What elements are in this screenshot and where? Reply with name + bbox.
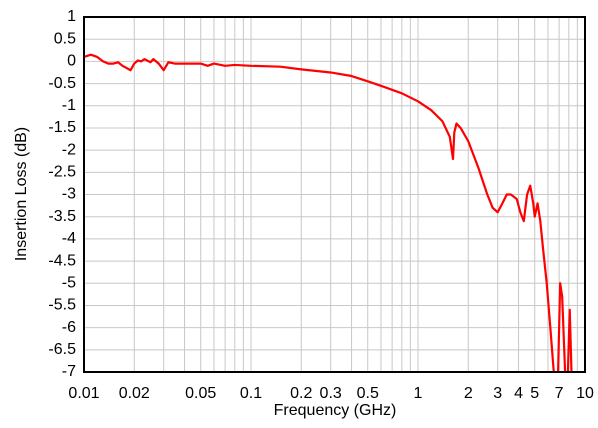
y-tick-label: 0.5 xyxy=(54,30,76,47)
x-tick-label: 0.05 xyxy=(185,385,216,402)
y-tick-label: 0 xyxy=(67,53,76,70)
x-tick-label: 3 xyxy=(493,385,502,402)
y-tick-label: -6.5 xyxy=(48,341,76,358)
y-tick-label: -4 xyxy=(62,230,76,247)
y-tick-label: -5 xyxy=(62,274,76,291)
x-tick-label: 0.3 xyxy=(320,385,342,402)
x-tick-label: 4 xyxy=(514,385,523,402)
x-tick-label: 1 xyxy=(414,385,423,402)
x-axis-label: Frequency (GHz) xyxy=(274,402,397,419)
data-line xyxy=(84,53,573,372)
y-tick-label: -1.5 xyxy=(48,119,76,136)
y-tick-label: -0.5 xyxy=(48,75,76,92)
y-tick-label: -7 xyxy=(62,363,76,380)
x-tick-label: 10 xyxy=(576,385,594,402)
y-axis-label: Insertion Loss (dB) xyxy=(13,127,30,261)
y-tick-label: -2.5 xyxy=(48,164,76,181)
x-tick-label: 0.2 xyxy=(290,385,312,402)
y-tick-label: -1 xyxy=(62,97,76,114)
x-tick-label: 0.02 xyxy=(119,385,150,402)
x-tick-label: 2 xyxy=(464,385,473,402)
x-tick-label: 7 xyxy=(555,385,564,402)
x-tick-label: 0.5 xyxy=(357,385,379,402)
y-tick-label: -5.5 xyxy=(48,297,76,314)
y-tick-label: -6 xyxy=(62,319,76,336)
y-tick-label: -2 xyxy=(62,141,76,158)
y-tick-label: 1 xyxy=(67,8,76,25)
x-tick-label: 0.01 xyxy=(68,385,99,402)
y-tick-label: -3.5 xyxy=(48,208,76,225)
y-tick-label: -3 xyxy=(62,186,76,203)
plot-frame xyxy=(83,16,586,373)
y-tick-label: -4.5 xyxy=(48,252,76,269)
x-tick-label: 0.1 xyxy=(240,385,262,402)
x-tick-label: 5 xyxy=(530,385,539,402)
